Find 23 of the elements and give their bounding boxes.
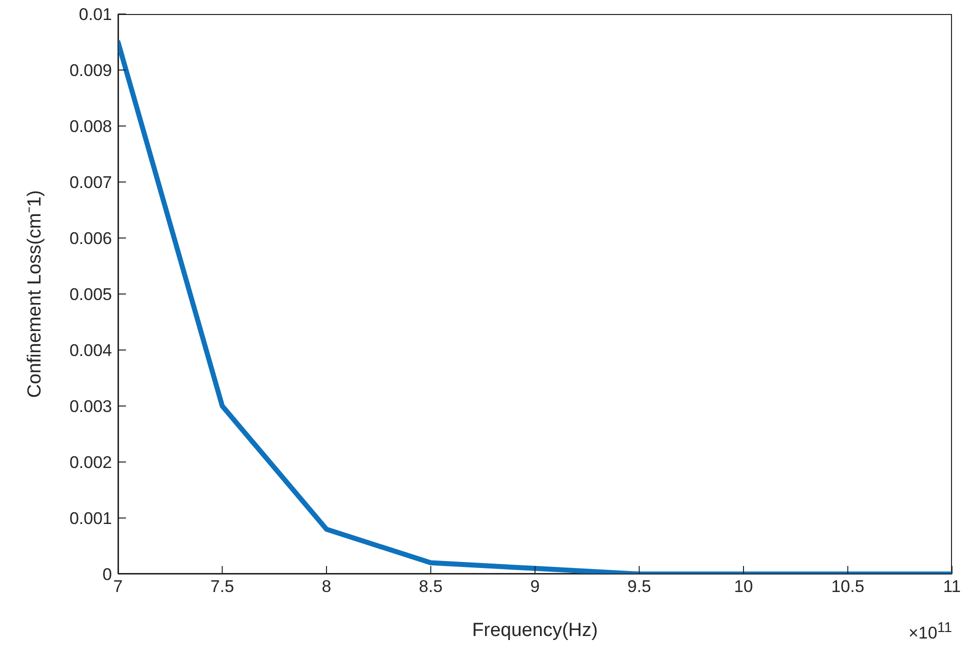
x-tick-label: 9.5	[627, 577, 652, 596]
text: ×10$^{11}$	[908, 620, 952, 644]
x-tick-label: 10	[734, 577, 753, 596]
x-axis-title: Frequency(Hz)	[472, 620, 598, 641]
y-tick-label: 0.008	[69, 117, 112, 136]
y-tick-label: 0.005	[69, 285, 112, 304]
y-tick-label: 0.001	[69, 509, 112, 528]
y-tick-label: 0.002	[69, 453, 112, 472]
x-tick-label: 8	[322, 577, 332, 596]
y-tick-label: 0.003	[69, 397, 112, 416]
y-tick-label: 0.007	[69, 173, 112, 192]
x-tick-label: 8.5	[418, 577, 443, 596]
x-tick-label: 7	[113, 577, 123, 596]
x-tick-label: 11	[943, 577, 961, 596]
y-tick-label: 0.004	[69, 341, 112, 360]
y-tick-label: 0	[102, 565, 112, 584]
y-axis-title: Confinement Loss(cm⁻1)	[24, 190, 46, 398]
x-tick-label: 9	[530, 577, 540, 596]
x-tick-label: 10.5	[831, 577, 864, 596]
x-tick-label: 7.5	[210, 577, 234, 596]
y-tick-label: 0.006	[69, 229, 112, 248]
y-tick-label: 0.009	[69, 61, 112, 80]
y-tick-label: 0.01	[78, 5, 112, 24]
